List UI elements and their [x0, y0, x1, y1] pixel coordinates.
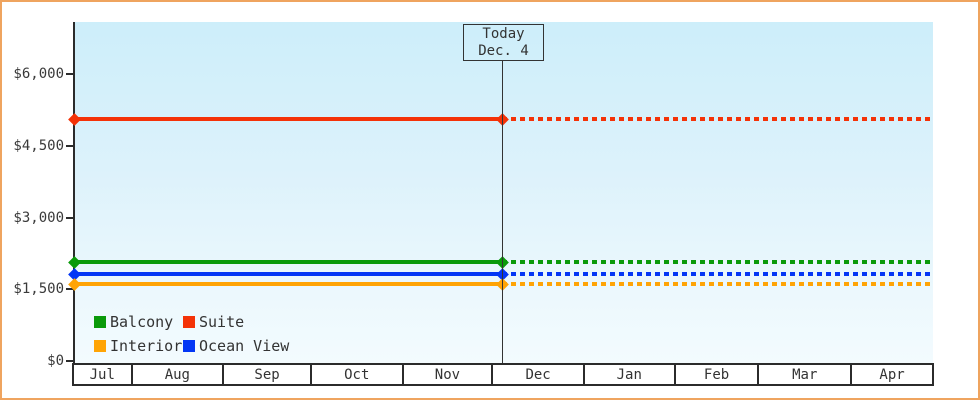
- legend-item-suite: Suite: [183, 313, 289, 331]
- y-axis-line: [73, 22, 75, 363]
- y-tick: [66, 288, 74, 290]
- y-tick-label: $6,000: [13, 66, 64, 82]
- y-tick: [66, 217, 74, 219]
- y-tick-label: $1,500: [13, 281, 64, 297]
- y-tick: [66, 360, 74, 362]
- interior-line-projection: [502, 282, 933, 286]
- suite-line-projection: [502, 117, 933, 121]
- legend-item-interior: Interior: [94, 337, 183, 355]
- legend-label: Suite: [199, 313, 245, 331]
- ocean-view-line-history: [74, 272, 502, 276]
- today-annotation-box: Today Dec. 4: [463, 24, 544, 61]
- today-date: Dec. 4: [478, 43, 529, 59]
- interior-swatch-icon: [94, 340, 106, 352]
- legend: Balcony Suite Interior Ocean View: [94, 313, 289, 355]
- legend-label: Interior: [110, 337, 183, 355]
- y-tick: [66, 145, 74, 147]
- month-cell-aug: Aug: [130, 365, 223, 384]
- y-tick-label: $4,500: [13, 138, 64, 154]
- month-cell-oct: Oct: [309, 365, 402, 384]
- y-tick: [66, 73, 74, 75]
- suite-swatch-icon: [183, 316, 195, 328]
- ocean-view-swatch-icon: [183, 340, 195, 352]
- month-cell-apr: Apr: [850, 365, 932, 384]
- today-vertical-line: [502, 60, 503, 363]
- y-tick-label: $0: [47, 353, 64, 369]
- legend-item-ocean-view: Ocean View: [183, 337, 289, 355]
- legend-label: Ocean View: [199, 337, 290, 355]
- month-cell-dec: Dec: [491, 365, 583, 384]
- interior-line-history: [74, 282, 502, 286]
- month-cell-feb: Feb: [673, 365, 758, 384]
- suite-line-history: [74, 117, 502, 121]
- month-axis: Jul Aug Sep Oct Nov Dec Jan Feb Mar Apr: [72, 363, 934, 386]
- month-cell-jan: Jan: [582, 365, 674, 384]
- balcony-swatch-icon: [94, 316, 106, 328]
- plot-area: [75, 22, 933, 363]
- legend-item-balcony: Balcony: [94, 313, 183, 331]
- month-cell-nov: Nov: [401, 365, 492, 384]
- today-label: Today: [482, 26, 525, 42]
- month-cell-mar: Mar: [757, 365, 850, 384]
- legend-label: Balcony: [110, 313, 174, 331]
- month-cell-jul: Jul: [89, 366, 115, 383]
- y-tick-label: $3,000: [13, 210, 64, 226]
- month-cell-sep: Sep: [222, 365, 310, 384]
- balcony-line-history: [74, 260, 502, 264]
- ocean-view-line-projection: [502, 272, 933, 276]
- balcony-line-projection: [502, 260, 933, 264]
